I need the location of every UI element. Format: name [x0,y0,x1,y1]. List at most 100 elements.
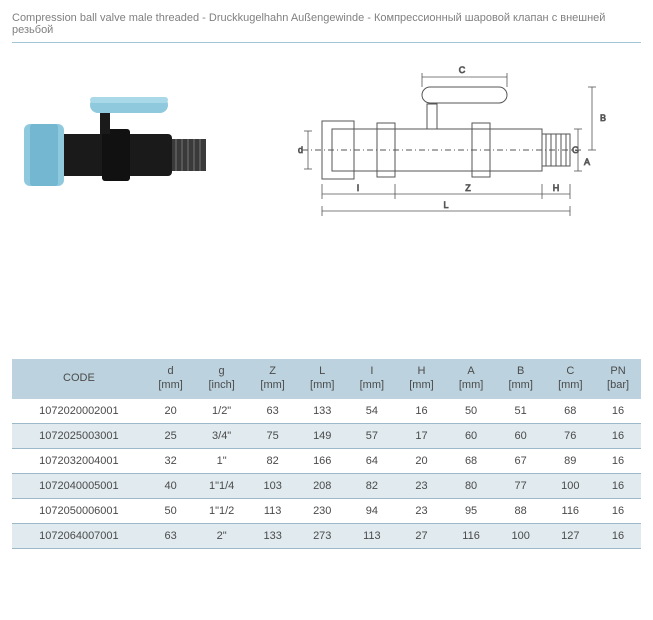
cell-d: 40 [146,473,196,498]
cell-B: 88 [496,498,546,523]
cell-g: 1" [195,448,247,473]
cell-Z: 75 [248,423,298,448]
cell-d: 20 [146,399,196,424]
dim-label-L: L [443,200,448,210]
cell-L: 208 [297,473,347,498]
cell-C: 116 [545,498,595,523]
title-en: Compression ball valve male threaded [12,12,199,24]
cell-d: 63 [146,523,196,548]
cell-B: 51 [496,399,546,424]
cell-PN: 16 [595,448,641,473]
col-header-d: d [mm] [146,359,196,399]
cell-L: 230 [297,498,347,523]
table-row: 1072040005001401"1/41032088223807710016 [12,473,641,498]
cell-d: 50 [146,498,196,523]
col-unit: [mm] [401,379,443,393]
col-header-B: B [mm] [496,359,546,399]
col-header-C: C [mm] [545,359,595,399]
table-row: 1072064007001632"1332731132711610012716 [12,523,641,548]
cell-C: 89 [545,448,595,473]
col-header-I: I[mm] [347,359,397,399]
cell-Z: 103 [248,473,298,498]
dim-label-I: I [357,183,360,193]
cell-L: 149 [297,423,347,448]
col-label: PN [610,365,625,377]
cell-Z: 133 [248,523,298,548]
dim-label-G: G [572,145,579,155]
cell-A: 95 [446,498,496,523]
cell-C: 76 [545,423,595,448]
title-sep-2: - [364,12,374,24]
col-header-g: g[inch] [195,359,247,399]
col-label: H [417,365,425,377]
title-sep-1: - [199,12,209,24]
cell-B: 100 [496,523,546,548]
dim-label-d: d [298,145,303,155]
dim-label-B: B [600,113,606,123]
col-label: g [219,365,225,377]
cell-L: 133 [297,399,347,424]
dim-label-H: H [553,183,560,193]
cell-A: 50 [446,399,496,424]
table-row: 1072020002001201/2"63133541650516816 [12,399,641,424]
cell-H: 20 [397,448,447,473]
cell-L: 273 [297,523,347,548]
cell-H: 17 [397,423,447,448]
table-row: 1072032004001321"82166642068678916 [12,448,641,473]
col-header-L: L[mm] [297,359,347,399]
col-label: C [566,365,574,377]
cell-B: 60 [496,423,546,448]
col-unit: [mm] [549,379,591,393]
cell-H: 23 [397,473,447,498]
cell-Z: 63 [248,399,298,424]
title-de: Druckkugelhahn Außengewinde [209,12,364,24]
cell-A: 60 [446,423,496,448]
cell-L: 166 [297,448,347,473]
cell-PN: 16 [595,473,641,498]
page-title: Compression ball valve male threaded - D… [12,12,641,43]
col-unit: [mm] [150,379,192,393]
col-unit: [mm] [500,379,542,393]
cell-g: 1/2" [195,399,247,424]
cell-H: 23 [397,498,447,523]
spec-table-body: 1072020002001201/2"631335416505168161072… [12,399,641,549]
cell-C: 100 [545,473,595,498]
cell-A: 68 [446,448,496,473]
cell-code: 1072064007001 [12,523,146,548]
cell-I: 113 [347,523,397,548]
spec-table-head: CODEd[mm]g[inch]Z[mm]L[mm]I[mm]H[mm]A[mm… [12,359,641,399]
dim-label-A: A [584,157,590,167]
cell-g: 2" [195,523,247,548]
spec-table: CODEd[mm]g[inch]Z[mm]L[mm]I[mm]H[mm]A[mm… [12,359,641,549]
cell-PN: 16 [595,399,641,424]
cell-I: 64 [347,448,397,473]
col-label: B [517,365,524,377]
cell-code: 1072040005001 [12,473,146,498]
cell-H: 27 [397,523,447,548]
cell-Z: 113 [248,498,298,523]
cell-g: 3/4" [195,423,247,448]
cell-code: 1072050006001 [12,498,146,523]
table-row: 1072025003001253/4"75149571760607616 [12,423,641,448]
technical-drawing: C B A G d [272,59,612,229]
cell-code: 1072020002001 [12,399,146,424]
col-label: d [168,365,174,377]
cell-A: 116 [446,523,496,548]
cell-d: 25 [146,423,196,448]
cell-PN: 16 [595,498,641,523]
cell-I: 57 [347,423,397,448]
cell-H: 16 [397,399,447,424]
col-header-A: A[mm] [446,359,496,399]
col-unit: [bar] [599,379,637,393]
col-label: A [467,365,474,377]
dim-label-C: C [459,65,466,75]
cell-B: 67 [496,448,546,473]
cell-C: 127 [545,523,595,548]
col-label: CODE [63,372,95,384]
cell-I: 54 [347,399,397,424]
col-header-PN: PN [bar] [595,359,641,399]
cell-I: 94 [347,498,397,523]
figures-row: C B A G d [12,59,641,229]
cell-A: 80 [446,473,496,498]
cell-PN: 16 [595,423,641,448]
